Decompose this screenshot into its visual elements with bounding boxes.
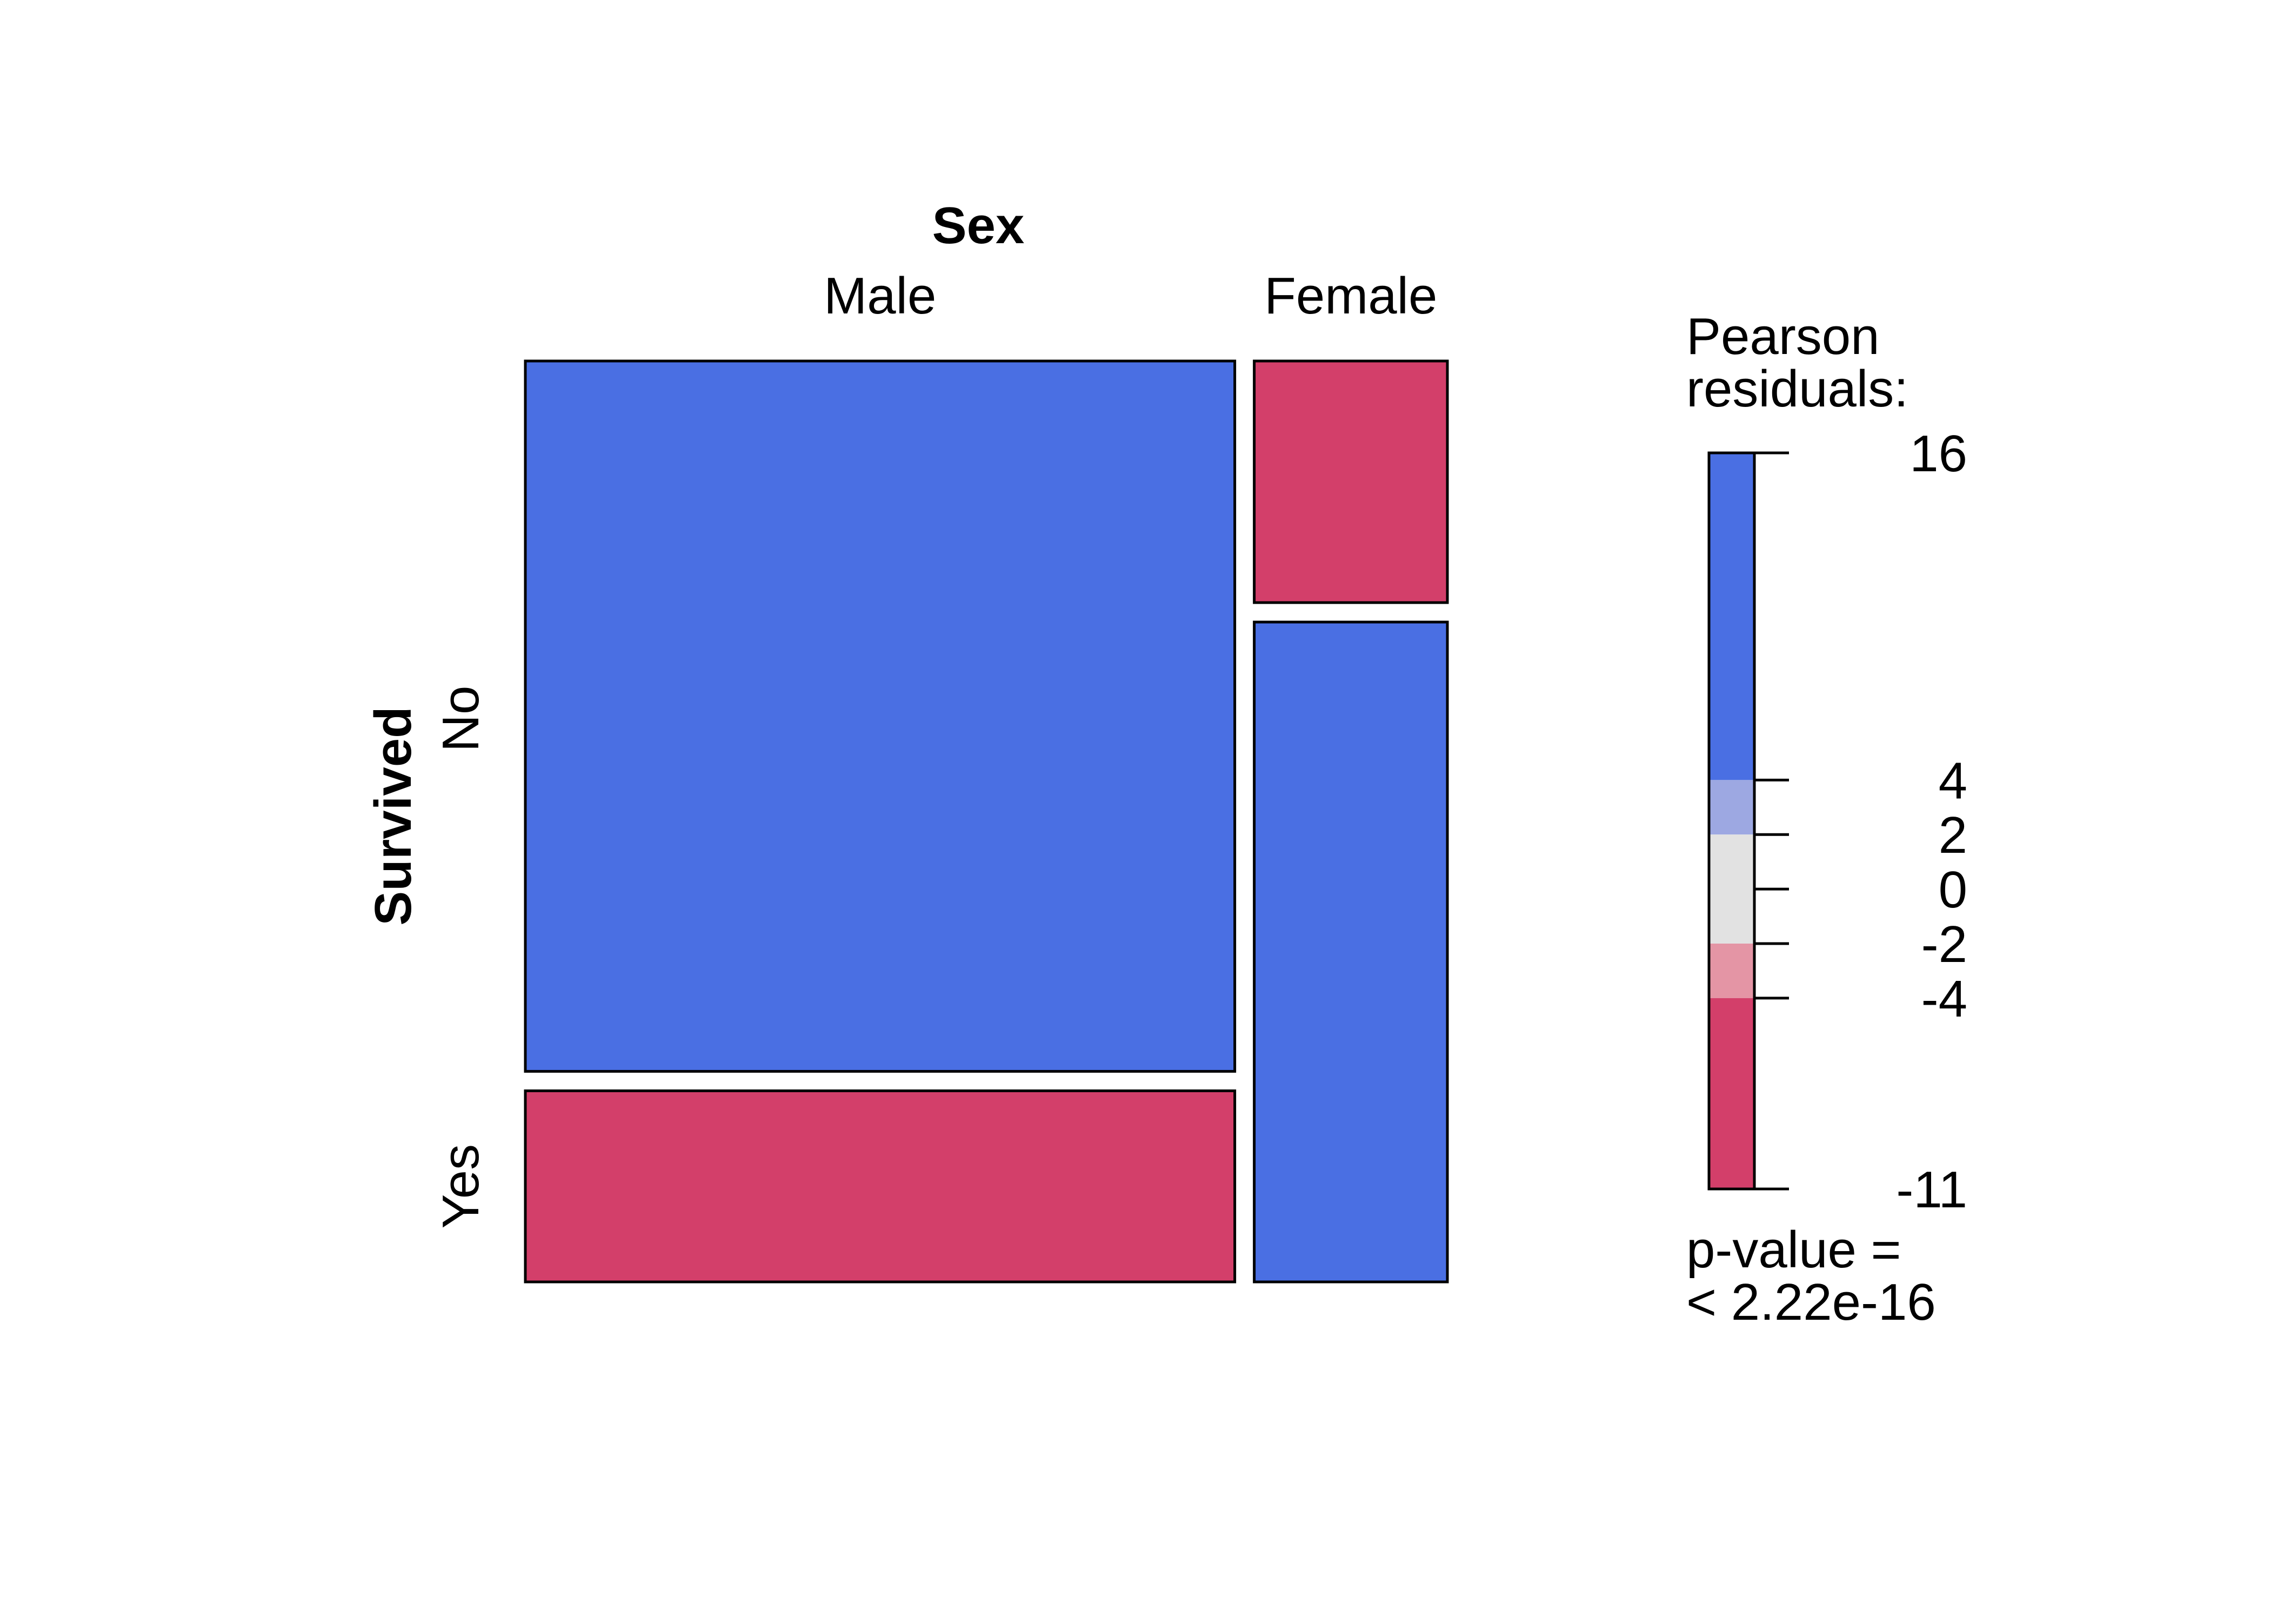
column-labels: Male Female [824,267,1437,325]
column-label-female: Female [1264,267,1437,325]
legend-color-bands [1707,451,1756,1191]
legend-ticks: 16 420-2-4 -11 [1754,425,1967,1219]
tile-male-yes [524,1089,1237,1284]
legend-tick-label-6: -11 [1896,1161,1967,1219]
legend-tick-label-1: 4 [1939,752,1967,810]
mosaic-tiles [524,359,1449,1284]
legend-title-line2: residuals: [1686,360,1908,418]
row-label-yes: Yes [432,1144,490,1229]
pvalue-line2: < 2.22e-16 [1686,1273,1936,1331]
tile-male-no [524,359,1237,1073]
legend-band-2 [1709,834,1754,944]
legend-title-line1: Pearson [1686,308,1880,365]
tile-female-no [1253,359,1449,604]
legend-band-1 [1709,780,1754,835]
legend-tick-label-0: 16 [1910,425,1967,483]
row-label-no: No [432,686,490,752]
column-variable-title: Sex [932,197,1025,255]
legend-tick-label-5: -4 [1921,970,1967,1028]
legend-tick-label-4: -2 [1921,915,1967,973]
row-labels: No Yes [432,686,490,1229]
pvalue-line1: p-value = [1686,1221,1901,1279]
legend-tick-label-2: 2 [1939,806,1967,864]
residual-legend: Pearson residuals: 16 420-2-4 -11 p-value … [1686,308,1967,1331]
column-label-male: Male [824,267,936,325]
legend-bar-frame [1707,451,1756,1191]
legend-band-0 [1709,453,1754,780]
tile-female-yes [1253,620,1449,1284]
legend-tick-label-3: 0 [1939,861,1967,919]
legend-band-4 [1709,998,1754,1189]
legend-band-3 [1709,944,1754,998]
row-variable-title: Survived [364,706,422,926]
